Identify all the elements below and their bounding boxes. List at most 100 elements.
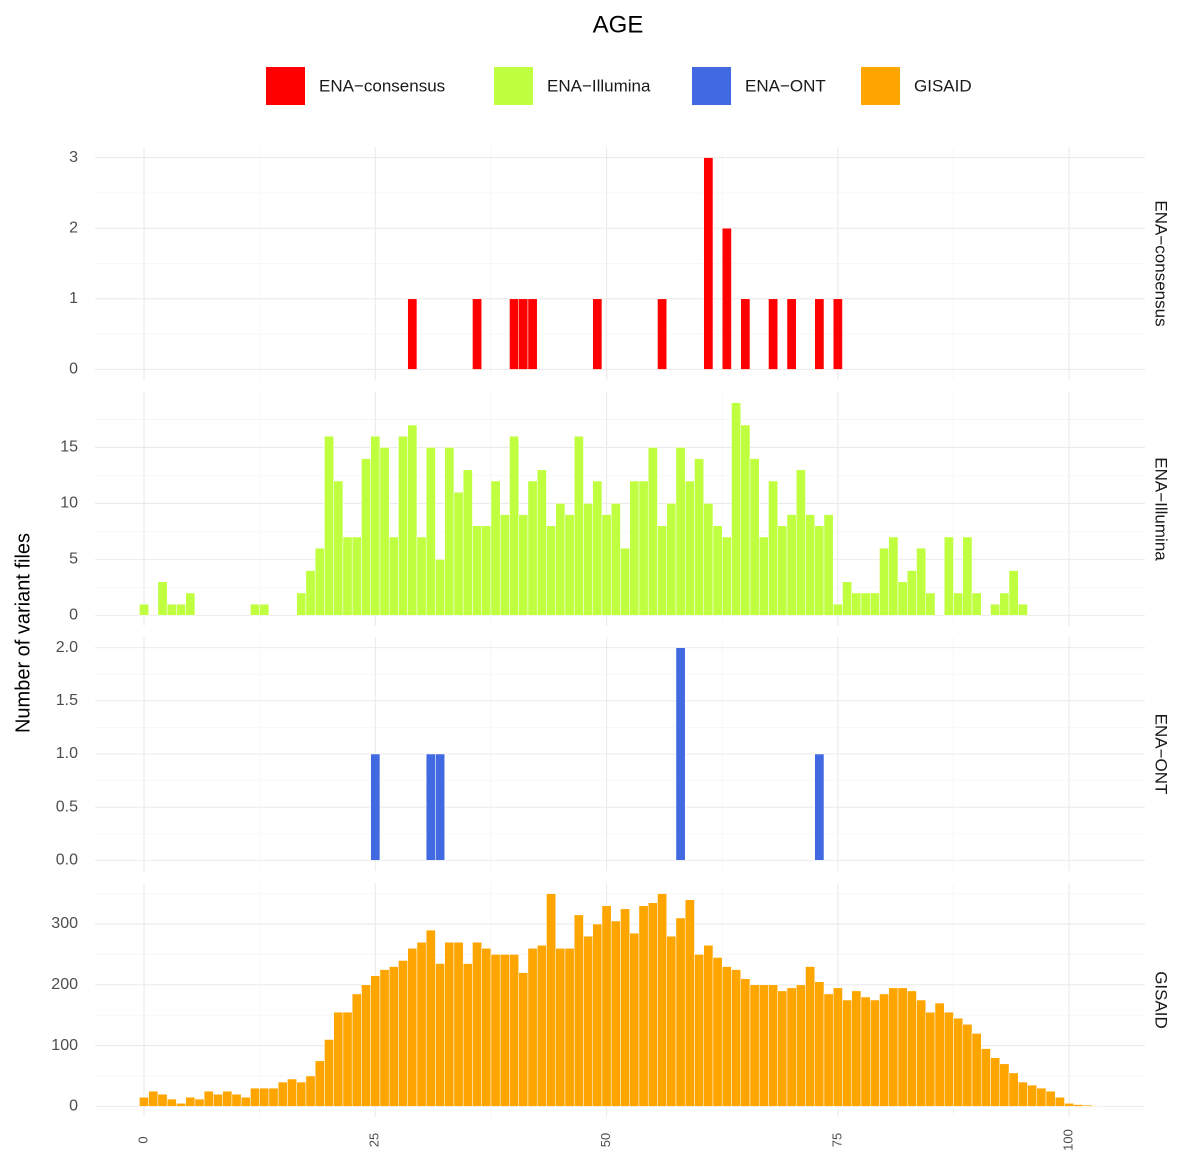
bar: [194, 1098, 205, 1107]
bar: [472, 942, 482, 1107]
bar: [647, 447, 658, 616]
bar: [166, 603, 177, 616]
bar: [971, 1033, 982, 1107]
bar: [583, 935, 593, 1107]
bar: [860, 592, 871, 616]
legend-label: ENA−consensus: [319, 76, 445, 95]
x-tick-label: 0: [135, 1136, 150, 1143]
bar: [379, 447, 390, 616]
bar: [555, 948, 566, 1107]
bar: [925, 1011, 936, 1107]
y-tick-label: 0.5: [56, 798, 78, 815]
bar: [435, 559, 445, 616]
bar: [416, 942, 427, 1107]
bar: [638, 905, 649, 1107]
bar: [805, 966, 815, 1107]
bar: [925, 592, 936, 616]
bar: [657, 893, 667, 1107]
bar: [962, 1024, 973, 1107]
bar: [1045, 1090, 1056, 1107]
bar: [703, 945, 714, 1107]
bar: [869, 999, 880, 1107]
y-tick-label: 1: [69, 290, 78, 307]
bar: [324, 435, 334, 616]
bar: [916, 999, 926, 1107]
bar: [768, 984, 778, 1107]
bar: [407, 948, 418, 1107]
bar: [953, 592, 964, 616]
strip-label: GISAID: [1152, 971, 1171, 1029]
legend-swatch: [861, 67, 900, 105]
bar: [934, 1002, 945, 1107]
bar: [888, 987, 899, 1107]
bar: [324, 1039, 334, 1107]
bar: [758, 984, 769, 1107]
bar: [592, 298, 603, 370]
bar: [499, 514, 510, 616]
bar: [351, 993, 362, 1107]
strip-label: ENA−Illumina: [1152, 457, 1171, 561]
bar: [268, 1087, 279, 1107]
bar: [777, 990, 788, 1107]
bar: [832, 603, 843, 616]
bar: [814, 298, 825, 370]
bar: [731, 969, 741, 1107]
bar: [666, 503, 677, 616]
y-tick-label: 0: [69, 1098, 78, 1115]
bar: [832, 987, 843, 1107]
bar: [721, 536, 732, 616]
bar: [684, 480, 695, 616]
bar: [139, 1096, 149, 1107]
chart-title: AGE: [593, 11, 644, 38]
bar: [185, 592, 196, 616]
bar: [527, 298, 538, 370]
bar: [1008, 1072, 1019, 1107]
bar: [490, 954, 501, 1107]
bar: [768, 480, 778, 616]
bar: [897, 581, 908, 616]
bar: [407, 298, 418, 370]
bar: [712, 957, 723, 1107]
bar: [555, 503, 566, 616]
bar: [999, 1063, 1010, 1107]
bar: [620, 547, 630, 616]
bar: [536, 469, 547, 616]
bar: [259, 1087, 270, 1107]
bar: [990, 1057, 1001, 1107]
bar: [453, 942, 464, 1107]
bar: [1027, 1084, 1038, 1107]
bar: [916, 547, 926, 616]
bar: [906, 570, 917, 616]
bar: [222, 1090, 233, 1107]
x-tick-label: 50: [598, 1133, 613, 1147]
bar: [240, 1096, 251, 1107]
bar: [157, 581, 168, 616]
bar: [277, 1081, 288, 1107]
bar: [1008, 570, 1019, 616]
bar: [1018, 1081, 1028, 1107]
bar: [527, 948, 538, 1107]
bar: [879, 993, 889, 1107]
bar: [675, 917, 686, 1107]
strip-label: ENA−ONT: [1152, 714, 1171, 795]
y-tick-label: 0: [69, 607, 78, 624]
bar: [703, 157, 714, 370]
bar: [213, 1093, 223, 1107]
bar: [176, 1103, 186, 1107]
bar: [259, 603, 270, 616]
bar: [1018, 603, 1028, 616]
bar: [305, 570, 316, 616]
bar: [629, 480, 640, 616]
bar: [351, 536, 362, 616]
bar: [879, 547, 889, 616]
bar: [139, 603, 149, 616]
y-tick-label: 0.0: [56, 852, 78, 869]
bar: [435, 753, 445, 861]
bar: [1073, 1104, 1084, 1107]
bar: [647, 902, 658, 1107]
bar: [573, 435, 584, 616]
bar: [684, 899, 695, 1107]
bar: [897, 987, 908, 1107]
y-tick-label: 2: [69, 219, 78, 236]
